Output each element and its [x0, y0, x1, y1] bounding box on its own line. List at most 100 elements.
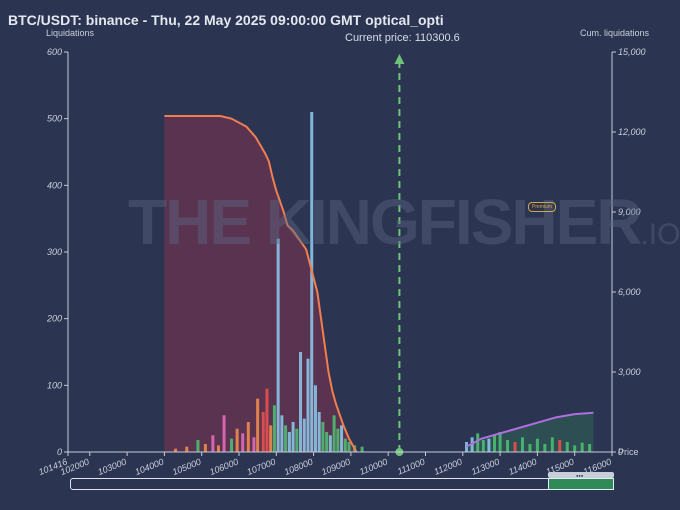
left-tick-label: 400 — [47, 180, 62, 190]
liquidation-bar — [535, 438, 539, 452]
x-tick-label: 103000 — [96, 457, 128, 478]
liquidation-bar — [265, 388, 269, 452]
liquidation-bar — [299, 352, 303, 452]
liquidation-bar — [543, 444, 547, 452]
left-tick-label: 200 — [46, 314, 62, 324]
range-scroll-window[interactable] — [548, 478, 614, 490]
x-tick-label: 114000 — [507, 457, 538, 477]
liquidation-bar — [235, 428, 239, 452]
long-cumulative-fill — [164, 116, 357, 452]
liquidation-bars — [174, 112, 592, 452]
liquidation-bar — [573, 445, 577, 452]
axis-ticks: 0 100 200 300 400 500 600 0 3,000 6,000 9,000 12,00… — [37, 47, 645, 477]
liquidation-bar — [252, 437, 256, 452]
short-cumulative-area — [466, 412, 594, 452]
liquidation-bar — [185, 446, 189, 452]
liquidation-bar — [203, 444, 207, 452]
liquidation-bar — [287, 432, 291, 452]
left-axis-title: Liquidations — [46, 28, 95, 38]
range-scroll-grip[interactable] — [548, 472, 614, 478]
liquidation-bar — [465, 442, 469, 452]
x-tick-label: 113000 — [470, 457, 501, 477]
liquidation-bar — [565, 442, 569, 452]
right-tick-label: 15,000 — [618, 47, 646, 57]
liquidation-bar — [276, 238, 280, 452]
liquidation-bar — [269, 425, 273, 452]
liquidation-bar — [313, 385, 317, 452]
liquidation-bar — [256, 398, 260, 452]
liquidation-bar — [340, 425, 344, 452]
grip-dots-icon: ●●● — [576, 473, 584, 478]
liquidation-bar — [360, 446, 364, 452]
liquidation-bar — [325, 432, 329, 452]
x-tick-label: 108000 — [283, 457, 315, 478]
liquidation-bar — [343, 438, 347, 452]
current-price-label: Current price: 110300.6 — [345, 32, 460, 44]
liquidation-bar — [280, 415, 284, 452]
liquidation-bar — [246, 422, 250, 452]
x-tick-label: 107000 — [245, 457, 277, 478]
liquidation-bar — [332, 415, 336, 452]
liquidation-bar — [336, 428, 340, 452]
liquidation-bar — [476, 433, 480, 452]
liquidation-bar — [347, 442, 351, 452]
cumulative-lines — [164, 115, 594, 453]
liquidation-bar — [317, 412, 321, 452]
liquidation-bar — [241, 433, 245, 452]
range-scrollbar[interactable] — [70, 478, 614, 490]
liquidation-bar — [513, 442, 517, 452]
left-tick-label: 500 — [47, 114, 62, 124]
liquidation-bar — [550, 437, 554, 452]
liquidation-bar — [481, 440, 485, 452]
short-cumulative-fill — [466, 412, 594, 452]
liquidation-bar — [558, 440, 562, 452]
liquidation-bar — [261, 412, 265, 452]
liquidation-bar — [196, 440, 200, 452]
liquidation-bar — [295, 428, 299, 452]
liquidation-bar — [580, 442, 584, 452]
liquidation-bar — [328, 435, 332, 452]
left-tick-label: 0 — [57, 447, 62, 457]
liquidation-bar — [174, 448, 178, 452]
liquidation-bar — [520, 437, 524, 452]
liquidation-bar — [230, 438, 234, 452]
liquidation-bar — [493, 435, 497, 452]
liquidation-bar — [528, 444, 532, 452]
left-tick-label: 300 — [47, 247, 62, 257]
liquidation-bar — [506, 440, 510, 452]
short-cumulative-line — [466, 411, 594, 448]
left-tick-label: 100 — [47, 380, 62, 390]
x-tick-label: 110000 — [358, 457, 389, 477]
right-tick-label: 12,000 — [618, 127, 646, 137]
long-cumulative-area — [164, 116, 357, 452]
x-tick-label: 106000 — [208, 457, 240, 478]
x-tick-label: 104000 — [134, 457, 166, 478]
x-axis-title: Price — [618, 447, 639, 457]
x-tick-label: 112000 — [433, 457, 464, 477]
long-cumulative-line — [164, 115, 358, 453]
liquidation-bar — [302, 418, 306, 452]
liquidation-bar — [498, 432, 502, 452]
liquidation-bar — [310, 112, 314, 452]
watermark-logo: THE KINGFISHER.IO — [128, 186, 680, 258]
x-tick-label: 109000 — [320, 457, 352, 478]
x-tick-label: 111000 — [396, 457, 426, 477]
premium-badge: Premium — [528, 202, 557, 212]
chart-title: BTC/USDT: binance - Thu, 22 May 2025 09:… — [8, 12, 444, 28]
right-tick-label: 6,000 — [618, 287, 641, 297]
right-tick-label: 0 — [618, 447, 623, 457]
liquidation-bar — [222, 415, 226, 452]
liquidation-bar — [306, 358, 310, 452]
liquidation-bar — [211, 435, 215, 452]
liquidation-bar — [291, 422, 295, 452]
liquidation-bar — [284, 425, 288, 452]
x-tick-label: 105000 — [171, 457, 203, 478]
liquidation-bar — [321, 422, 325, 452]
liquidation-bar — [588, 444, 592, 452]
right-tick-label: 9,000 — [618, 207, 641, 217]
right-tick-label: 3,000 — [618, 367, 641, 377]
right-axis-title: Cum. liquidations — [580, 28, 650, 38]
liquidation-bar — [216, 445, 220, 452]
current-price-arrow — [394, 54, 405, 64]
